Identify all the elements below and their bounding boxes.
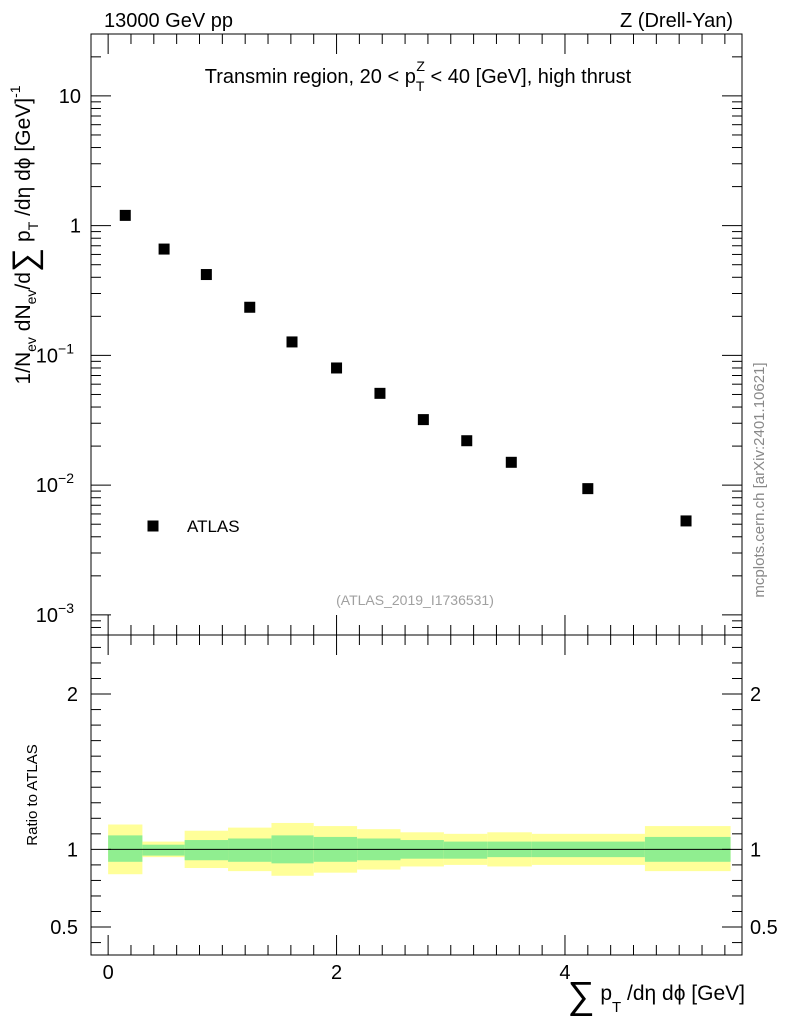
y-tick-label: 1	[70, 216, 81, 238]
main-y-axis-label: 1/Nev dNev/d∑ pT /dη dϕ [GeV]-1	[6, 85, 44, 384]
header-left-label: 13000 GeV pp	[104, 10, 233, 32]
x-tick-label: 0	[103, 962, 114, 984]
ratio-inner-band	[184, 840, 229, 861]
legend-label-atlas: ATLAS	[187, 517, 240, 536]
y-tick-label: 10−2	[36, 470, 74, 497]
ratio-y-tick-label-right: 2	[750, 684, 761, 706]
ratio-y-axis-label: Ratio to ATLAS	[24, 744, 41, 845]
ratio-inner-band	[142, 844, 185, 856]
ratio-y-tick-label-left: 1	[67, 839, 78, 861]
ratio-inner-band	[228, 838, 272, 862]
atlas-point	[461, 435, 473, 447]
atlas-point	[200, 269, 212, 281]
atlas-point	[582, 483, 594, 495]
atlas-point	[417, 414, 429, 426]
y-tick-label: 10	[59, 86, 81, 108]
ratio-inner-band	[443, 841, 488, 859]
svg-text:1/Nev dNev/d∑ pT /dη dϕ [GeV]: 1/Nev dNev/d∑ pT /dη dϕ [GeV]-1	[6, 85, 44, 384]
side-source-label: mcplots.cern.ch [arXiv:2401.10621]	[751, 362, 768, 597]
atlas-point	[158, 243, 170, 255]
atlas-point	[680, 515, 692, 527]
ratio-inner-band	[108, 835, 143, 862]
ratio-y-tick-label-right: 1	[750, 839, 761, 861]
x-tick-label: 4	[559, 962, 570, 984]
header-right-label: Z (Drell-Yan)	[620, 10, 733, 32]
ratio-panel-ticks	[91, 635, 742, 955]
y-tick-label: 10−3	[36, 600, 74, 627]
ratio-panel-frame	[90, 634, 743, 956]
main-panel-tick-labels: 10−3 10−2 10−1 1 10	[36, 86, 81, 627]
main-panel-frame	[90, 33, 743, 636]
ratio-panel-tick-labels: 0.5 0.5 1 1 2 2 0 2 4	[50, 684, 778, 984]
x-tick-label: 2	[331, 962, 342, 984]
atlas-point	[374, 387, 386, 399]
ratio-y-tick-label-left: 2	[67, 684, 78, 706]
atlas-point	[244, 301, 256, 313]
ratio-y-tick-label-right: 0.5	[750, 917, 778, 939]
atlas-point	[119, 209, 131, 221]
y-tick-label: 10−1	[36, 340, 74, 367]
analysis-watermark: (ATLAS_2019_I1736531)	[336, 592, 494, 608]
main-title: Transmin region, 20 < pTZ < 40 [GeV], hi…	[205, 58, 632, 94]
legend-marker-atlas	[147, 520, 159, 532]
main-panel-ticks	[91, 33, 742, 636]
atlas-point	[286, 336, 298, 348]
atlas-point	[331, 362, 343, 374]
ratio-y-tick-label-left: 0.5	[50, 917, 78, 939]
atlas-point	[505, 456, 517, 468]
atlas-data-points	[119, 209, 692, 527]
x-axis-label: ∑ pT /dη dϕ [GeV]	[567, 975, 745, 1017]
